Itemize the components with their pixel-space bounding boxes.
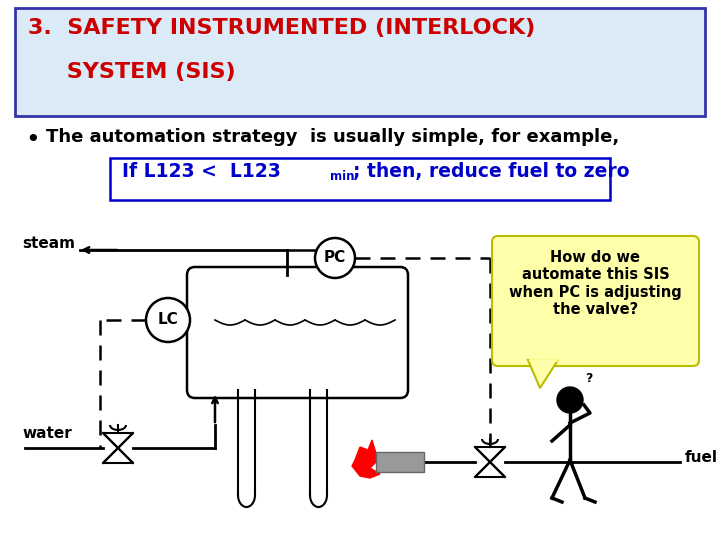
Polygon shape xyxy=(475,447,505,462)
Text: The automation strategy  is usually simple, for example,: The automation strategy is usually simpl… xyxy=(46,128,619,146)
Circle shape xyxy=(146,298,190,342)
Text: ?: ? xyxy=(585,372,593,385)
Text: steam: steam xyxy=(22,236,75,251)
Text: SYSTEM (SIS): SYSTEM (SIS) xyxy=(28,62,235,82)
FancyBboxPatch shape xyxy=(110,158,610,200)
FancyBboxPatch shape xyxy=(492,236,699,366)
Text: ; then, reduce fuel to zero: ; then, reduce fuel to zero xyxy=(353,162,629,181)
Circle shape xyxy=(557,387,583,413)
Polygon shape xyxy=(475,462,505,477)
Polygon shape xyxy=(103,448,133,463)
Polygon shape xyxy=(528,360,558,388)
Polygon shape xyxy=(103,433,133,448)
Text: water: water xyxy=(22,426,72,441)
Text: PC: PC xyxy=(324,251,346,266)
Text: min: min xyxy=(330,170,354,183)
Text: fuel: fuel xyxy=(685,450,718,465)
Text: •: • xyxy=(25,128,40,152)
Text: 3.  SAFETY INSTRUMENTED (INTERLOCK): 3. SAFETY INSTRUMENTED (INTERLOCK) xyxy=(28,18,535,38)
FancyBboxPatch shape xyxy=(187,267,408,398)
Text: LC: LC xyxy=(158,313,179,327)
Text: How do we
automate this SIS
when PC is adjusting
the valve?: How do we automate this SIS when PC is a… xyxy=(509,250,682,317)
FancyBboxPatch shape xyxy=(15,8,705,116)
Circle shape xyxy=(315,238,355,278)
Polygon shape xyxy=(352,440,380,478)
Text: If L123 <  L123: If L123 < L123 xyxy=(122,162,281,181)
FancyBboxPatch shape xyxy=(376,452,424,472)
